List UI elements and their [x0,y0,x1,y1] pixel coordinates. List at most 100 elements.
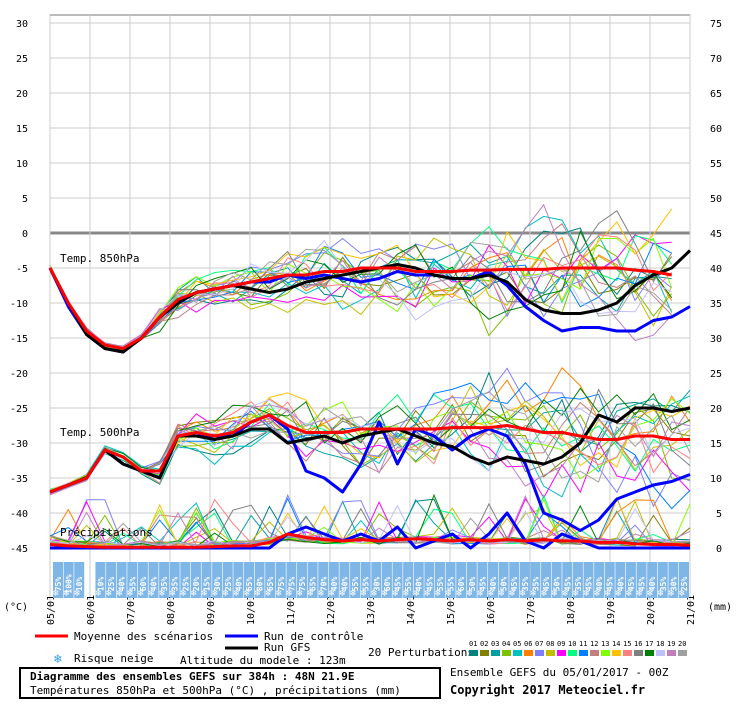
snowflake-icon: ❄ [74,588,81,599]
legend-snow-label: Risque neige [74,652,153,665]
snow-risk-cell [424,562,435,598]
snow-risk-value: 25% [224,577,233,592]
snow-risk-cell [307,562,318,598]
perturbation-number: 15 [623,640,631,648]
right-axis-unit: (mm) [708,602,732,613]
snow-risk-value: 55% [447,577,456,592]
right-tick-label: 75 [710,19,722,30]
perturbation-line [49,395,691,498]
left-tick-label: -40 [10,509,28,520]
x-tick-label: 21/01 [686,595,697,625]
axes: 302520151050-5-10-15-20-25-30-35-40-4575… [4,19,732,625]
snow-risk-cell [381,562,392,598]
snowflake-icon: ❄ [467,588,474,599]
x-tick-label: 11/01 [286,595,297,625]
snow-risk-cell [286,562,297,598]
snow-risk-value: 65% [309,577,318,592]
snow-risk-cell [445,562,456,598]
left-tick-label: -10 [10,299,28,310]
snow-risk-cell [594,562,605,598]
perturbation-number: 13 [601,640,609,648]
snow-risk-value: 55% [128,577,137,592]
snowflake-icon: ❄ [180,588,187,599]
snow-risk-cell [615,562,626,598]
snowflake-icon: ❄ [530,588,537,599]
snowflake-icon: ❄ [339,588,346,599]
label-t850: Temp. 850hPa [60,252,139,265]
snow-risk-value: 45% [425,577,434,592]
right-tick-label: 55 [710,159,722,170]
snow-risk-value: 35% [659,577,668,592]
snow-risk-cell [434,562,445,598]
perturbation-number: 08 [546,640,554,648]
snow-risk-cell [360,562,371,598]
snow-risk-value: 60% [383,577,392,592]
series-line-gfs-t500 [49,406,691,494]
snow-risk-value: 25% [107,577,116,592]
snow-risk-strip: 75%❄ 100%❄10%❄10%❄25%❄40%❄55%❄60%❄40%❄35%… [53,562,689,599]
snowflake-icon: ❄ [308,588,315,599]
snow-risk-value: 75% [277,577,286,592]
snow-risk-value: 45% [563,577,572,592]
series-line-mean-precip [49,532,691,549]
perturbation-number: 10 [568,640,576,648]
perturbation-swatch [480,650,489,656]
snowflake-icon: ❄ [244,588,251,599]
x-tick-label: 14/01 [406,595,417,625]
right-tick-label: 5 [716,509,722,520]
perturbation-number: 18 [656,640,664,648]
perturbation-swatch [557,650,566,656]
snow-risk-value: 10% [96,577,105,592]
snow-risk-value: 55% [351,577,360,592]
snow-risk-cell [572,562,583,598]
left-tick-label: -15 [10,334,28,345]
snow-risk-cell [466,562,477,598]
snow-risk-cell [169,562,180,598]
x-tick-label: 19/01 [606,595,617,625]
snow-risk-cell [254,562,265,598]
snow-risk-cell [116,562,127,598]
perturbation-swatch [513,650,522,656]
snowflake-icon: ❄ [615,588,622,599]
perturbation-swatch [656,650,665,656]
snow-risk-value: 40% [330,577,339,592]
left-tick-label: -30 [10,439,28,450]
snow-risk-value: 55% [436,577,445,592]
perturbation-swatch [535,650,544,656]
snow-risk-cell [647,562,658,598]
snow-risk-cell [413,562,424,598]
perturbation-line [49,208,673,349]
perturbation-swatch [645,650,654,656]
perturbation-number: 17 [645,640,653,648]
snowflake-icon: ❄ [403,588,410,599]
snowflake-icon: ❄ [361,588,368,599]
label-t500: Temp. 500hPa [60,426,139,439]
snow-risk-value: 40% [149,577,158,592]
perturbation-number: 16 [634,640,642,648]
snow-risk-value: 40% [648,577,657,592]
snow-risk-cell [106,562,117,598]
snow-risk-value: 50% [553,577,562,592]
snowflake-icon: ❄ [53,652,62,667]
right-tick-label: 60 [710,124,722,135]
snowflake-icon: ❄ [520,588,527,599]
snow-risk-value: 60% [139,577,148,592]
snowflake-icon: ❄ [95,588,102,599]
perturbation-swatch [579,650,588,656]
snow-risk-value: 75% [298,577,307,592]
perturbation-number: 06 [524,640,532,648]
snow-risk-value: 45% [585,577,594,592]
left-tick-label: 25 [16,54,28,65]
snow-risk-cell [498,562,509,598]
snow-risk-value: 45% [606,577,615,592]
snowflake-icon: ❄ [318,588,325,599]
snow-risk-value: 40% [340,577,349,592]
snow-risk-cell [222,562,233,598]
snow-risk-cell [562,562,573,598]
snowflake-icon: ❄ [424,588,431,599]
snow-risk-cell [318,562,329,598]
legend-control-label: Run de contrôle [264,630,363,643]
snowflake-icon: ❄ [541,588,548,599]
perturbation-swatch [634,650,643,656]
